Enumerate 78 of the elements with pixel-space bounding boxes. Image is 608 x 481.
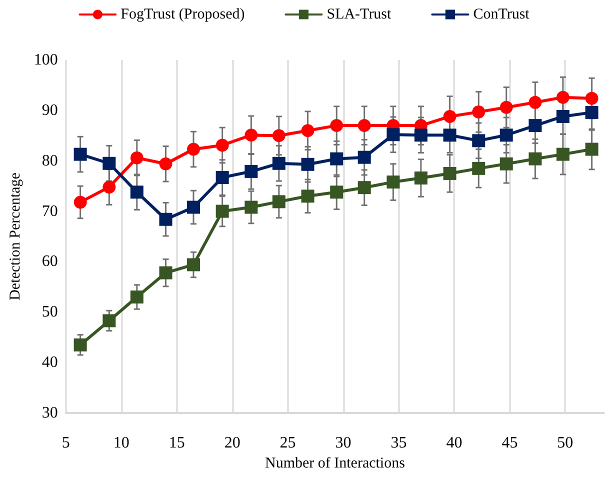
point [585, 142, 598, 156]
y-tick-label: 50 [42, 304, 58, 321]
point [330, 119, 344, 132]
point [330, 152, 344, 166]
point [74, 338, 87, 352]
point [358, 119, 371, 132]
point [414, 172, 428, 185]
point [272, 129, 286, 142]
point [414, 128, 428, 142]
point [186, 200, 200, 214]
point [187, 142, 200, 156]
y-tick-label: 30 [42, 404, 58, 422]
point [301, 190, 314, 203]
x-tick-label: 5 [62, 434, 70, 452]
point [528, 119, 542, 132]
point [528, 96, 542, 109]
point [130, 151, 144, 164]
point [358, 181, 371, 194]
point [102, 180, 116, 194]
point [301, 124, 314, 138]
point [244, 164, 258, 178]
x-axis-title: Number of Interactions [264, 455, 406, 472]
point [159, 212, 172, 226]
point [272, 156, 286, 170]
point [216, 204, 229, 218]
point [443, 128, 456, 142]
point [472, 105, 486, 118]
x-tick-label: 20 [224, 434, 240, 452]
point [443, 110, 456, 123]
y-tick-label: 70 [42, 202, 58, 220]
point [102, 156, 116, 170]
point [74, 148, 87, 161]
x-tick-label: 25 [280, 434, 296, 452]
point [159, 266, 172, 280]
point [472, 162, 486, 175]
point [102, 314, 116, 328]
point [130, 290, 144, 304]
point [500, 100, 513, 114]
y-tick-label: 60 [42, 253, 58, 270]
x-tick-label: 30 [335, 434, 352, 452]
point [301, 158, 314, 171]
y-tick-label: 80 [42, 152, 58, 170]
point [500, 128, 513, 142]
x-tick-label: 10 [113, 434, 130, 452]
point [472, 134, 486, 148]
point [216, 171, 229, 184]
point [244, 128, 258, 142]
point [585, 106, 598, 119]
point [443, 166, 456, 180]
point [500, 157, 513, 170]
x-tick-label: 35 [390, 434, 407, 452]
point [358, 150, 371, 164]
y-tick-label: 40 [42, 354, 58, 372]
legend-label: SLA-Trust [326, 6, 392, 22]
point [272, 195, 286, 208]
y-tick-label: 90 [42, 102, 58, 119]
x-tick-label: 50 [557, 434, 574, 452]
y-tick-label: 100 [34, 52, 58, 68]
point [330, 186, 344, 199]
point [386, 128, 400, 142]
point [556, 148, 570, 161]
legend-label: ConTrust [473, 6, 530, 22]
point [244, 200, 258, 214]
y-axis-title: Detection Percentage [8, 172, 24, 300]
point [186, 258, 200, 272]
x-tick-label: 45 [502, 434, 518, 452]
point [528, 152, 542, 166]
legend-label: FogTrust (Proposed) [120, 6, 245, 22]
point [556, 90, 570, 104]
point [159, 157, 172, 170]
x-tick-label: 15 [168, 434, 185, 452]
point [386, 176, 400, 189]
x-tick-label: 40 [446, 434, 462, 452]
point [216, 138, 229, 152]
point [556, 110, 570, 123]
point [585, 92, 598, 105]
point [130, 186, 144, 199]
point [74, 196, 87, 209]
